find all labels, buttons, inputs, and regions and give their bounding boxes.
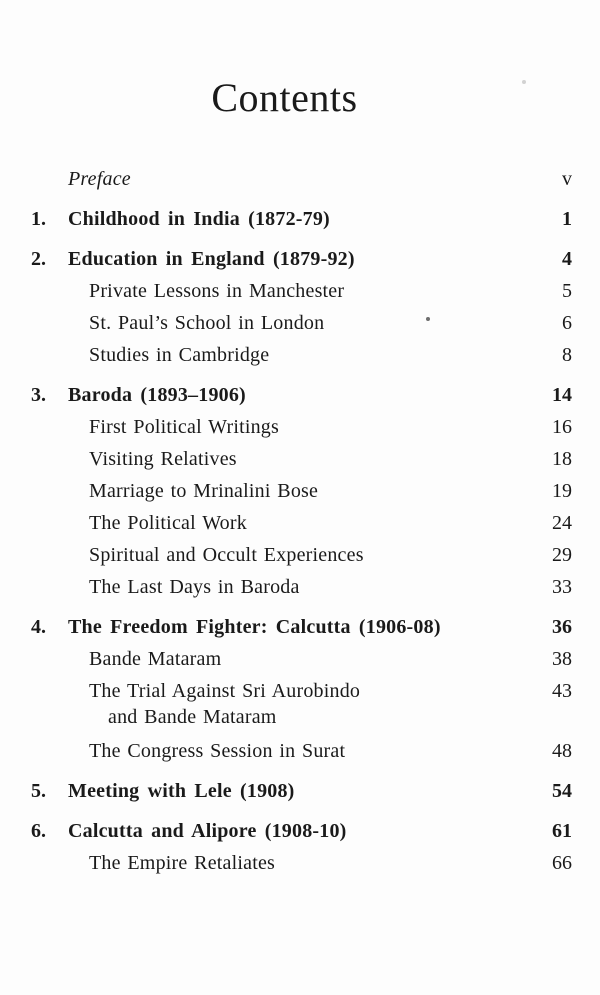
toc-sub-row: Marriage to Mrinalini Bose 19 xyxy=(31,475,572,507)
toc-entry-title: Private Lessons in Manchester xyxy=(89,280,345,302)
toc-entry-number: 6. xyxy=(31,820,46,842)
toc-entry-title: Visiting Relatives xyxy=(89,448,237,470)
table-of-contents: Preface v 1. Childhood in India (1872-79)… xyxy=(31,163,572,879)
toc-entry-title: Preface xyxy=(68,168,131,190)
toc-entry-title: The Trial Against Sri Aurobindo and Bande… xyxy=(89,680,361,728)
toc-chapter-row: 5. Meeting with Lele (1908) 54 xyxy=(31,775,572,807)
toc-entry-page: 19 xyxy=(552,480,572,502)
toc-entry-number: 3. xyxy=(31,384,46,406)
toc-entry-page: 61 xyxy=(552,820,572,842)
toc-entry-page: 6 xyxy=(562,312,572,334)
toc-entry-page: 16 xyxy=(552,416,572,438)
toc-chapter-row: 3. Baroda (1893–1906) 14 xyxy=(31,379,572,411)
toc-chapter-row: 4. The Freedom Fighter: Calcutta (1906-08… xyxy=(31,611,572,643)
toc-entry-number: 5. xyxy=(31,780,46,802)
toc-entry-title-line2: and Bande Mataram xyxy=(108,706,277,728)
toc-sub-row: The Congress Session in Surat 48 xyxy=(31,735,572,767)
toc-entry-page: 54 xyxy=(552,780,572,802)
toc-entry-page: 24 xyxy=(552,512,572,534)
toc-entry-title: First Political Writings xyxy=(89,416,279,438)
toc-entry-title: Spiritual and Occult Experiences xyxy=(89,544,364,566)
toc-entry-title: Calcutta and Alipore (1908-10) xyxy=(68,820,347,842)
toc-entry-title: The Freedom Fighter: Calcutta (1906-08) xyxy=(68,616,441,638)
toc-sub-row: Studies in Cambridge 8 xyxy=(31,339,572,371)
toc-entry-title: Studies in Cambridge xyxy=(89,344,270,366)
toc-entry-page: 18 xyxy=(552,448,572,470)
toc-chapter-row: 2. Education in England (1879-92) 4 xyxy=(31,243,572,275)
toc-entry-page: 8 xyxy=(562,344,572,366)
toc-sub-row: First Political Writings 16 xyxy=(31,411,572,443)
toc-entry-title: The Political Work xyxy=(89,512,247,534)
toc-entry-page: 43 xyxy=(552,680,572,702)
toc-entry-number: 2. xyxy=(31,248,46,270)
toc-sub-row: The Trial Against Sri Aurobindo and Bande… xyxy=(31,675,572,730)
toc-chapter-row: 1. Childhood in India (1872-79) 1 xyxy=(31,203,572,235)
toc-sub-row: Spiritual and Occult Experiences 29 xyxy=(31,539,572,571)
toc-entry-page: 4 xyxy=(562,248,572,270)
toc-entry-title: Meeting with Lele (1908) xyxy=(68,780,295,802)
toc-sub-row: The Empire Retaliates 66 xyxy=(31,847,572,879)
toc-sub-row: Visiting Relatives 18 xyxy=(31,443,572,475)
toc-preface-row: Preface v xyxy=(31,163,572,195)
toc-sub-row: The Last Days in Baroda 33 xyxy=(31,571,572,603)
toc-sub-row: St. Paul’s School in London 6 xyxy=(31,307,572,339)
toc-entry-title: The Last Days in Baroda xyxy=(89,576,300,598)
scan-speck xyxy=(522,80,526,84)
scanned-book-page: Contents Preface v 1. Childhood in India … xyxy=(0,76,600,995)
toc-entry-page: 48 xyxy=(552,740,572,762)
toc-entry-page: 29 xyxy=(552,544,572,566)
toc-entry-title: Childhood in India (1872-79) xyxy=(68,208,330,230)
toc-entry-page: 5 xyxy=(562,280,572,302)
toc-entry-title: Marriage to Mrinalini Bose xyxy=(89,480,319,502)
toc-entry-title: The Empire Retaliates xyxy=(89,852,276,874)
scan-speck xyxy=(426,317,430,321)
toc-sub-row: Private Lessons in Manchester 5 xyxy=(31,275,572,307)
toc-sub-row: Bande Mataram 38 xyxy=(31,643,572,675)
toc-entry-number: 1. xyxy=(31,208,46,230)
toc-sub-row: The Political Work 24 xyxy=(31,507,572,539)
toc-entry-page: v xyxy=(562,168,572,190)
toc-chapter-row: 6. Calcutta and Alipore (1908-10) 61 xyxy=(31,815,572,847)
toc-entry-number: 4. xyxy=(31,616,46,638)
toc-entry-title: The Congress Session in Surat xyxy=(89,740,346,762)
toc-entry-title: Bande Mataram xyxy=(89,648,222,670)
page-title: Contents xyxy=(211,75,358,120)
toc-entry-page: 33 xyxy=(552,576,572,598)
toc-entry-title: St. Paul’s School in London xyxy=(89,312,325,334)
toc-entry-page: 14 xyxy=(552,384,572,406)
toc-entry-page: 36 xyxy=(552,616,572,638)
toc-entry-title: Baroda (1893–1906) xyxy=(68,384,246,406)
toc-entry-page: 1 xyxy=(562,208,572,230)
toc-entry-page: 38 xyxy=(552,648,572,670)
toc-entry-page: 66 xyxy=(552,852,572,874)
toc-entry-title: Education in England (1879-92) xyxy=(68,248,355,270)
